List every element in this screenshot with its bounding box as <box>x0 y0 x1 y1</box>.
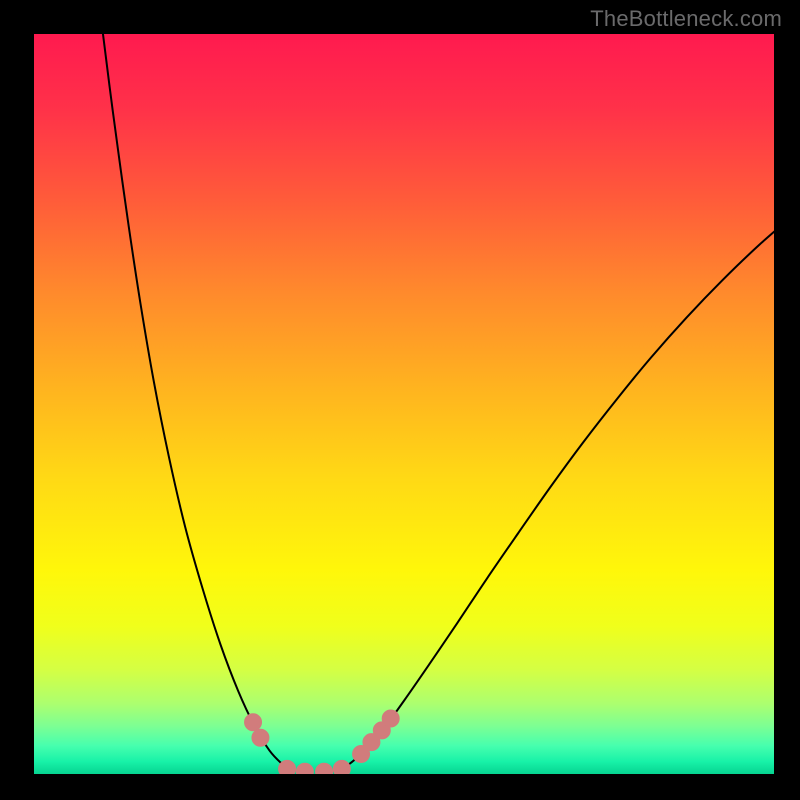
marker-group <box>245 710 400 774</box>
curve-left <box>97 34 293 771</box>
marker-dot <box>245 714 262 731</box>
marker-dot <box>333 760 350 774</box>
curve-right <box>336 216 774 771</box>
marker-dot <box>252 729 269 746</box>
stage: TheBottleneck.com <box>0 0 800 800</box>
marker-dot <box>296 763 313 774</box>
marker-dot <box>316 763 333 774</box>
watermark-text: TheBottleneck.com <box>590 6 782 32</box>
plot-area <box>34 34 774 774</box>
plot-svg <box>34 34 774 774</box>
marker-dot <box>382 710 399 727</box>
marker-dot <box>279 760 296 774</box>
